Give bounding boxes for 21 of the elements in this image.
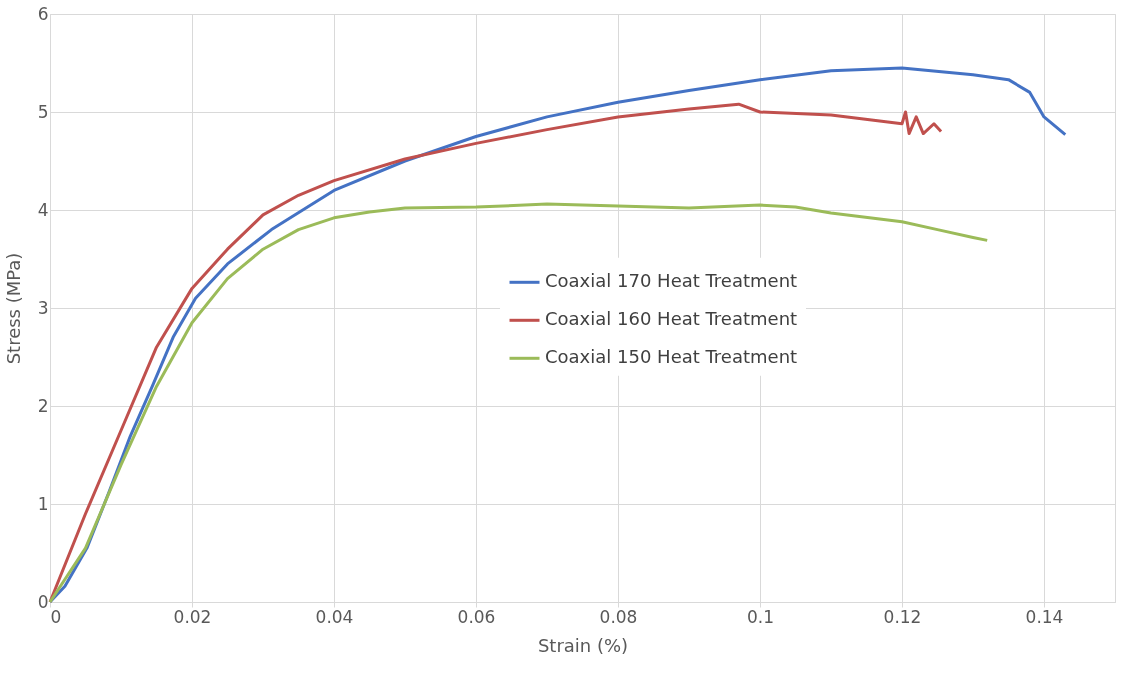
x-axis-title: Strain (%) [537,634,629,656]
x-tick-label: 0.02 [173,606,212,627]
y-tick-label: 3 [37,297,49,318]
x-tick-label: 0 [50,606,62,627]
x-tick-label: 0.04 [315,606,354,627]
x-tick-label: 0.1 [746,606,775,627]
x-tick-label: 0.08 [599,606,638,627]
y-tick-label: 6 [37,3,49,24]
legend-label: Coaxial 160 Heat Treatment [545,308,798,330]
legend-label: Coaxial 150 Heat Treatment [545,346,798,368]
line-series [48,202,989,604]
x-tick-label: 0.06 [457,606,496,627]
y-tick-label: 1 [37,493,49,514]
y-tick-label: 5 [37,101,49,122]
y-axis-title: Stress (MPa) [2,252,24,365]
y-tick-label: 2 [37,395,49,416]
y-tick-label: 4 [37,199,49,220]
y-tick-label: 0 [37,591,49,612]
x-tick-label: 0.12 [883,606,922,627]
x-tick-label: 0.14 [1025,606,1064,627]
legend-label: Coaxial 170 Heat Treatment [545,270,798,292]
